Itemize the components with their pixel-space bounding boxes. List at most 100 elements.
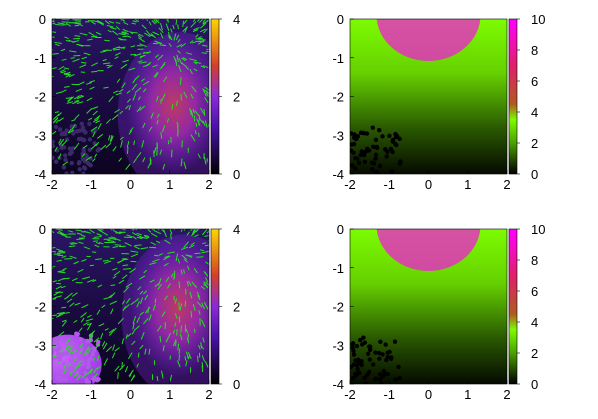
vector-arrow <box>132 316 137 324</box>
vector-arrow <box>156 325 162 332</box>
vector-arrow <box>86 314 92 318</box>
boundary-dot <box>378 376 383 382</box>
y-tick-label: -1 <box>34 51 46 66</box>
vector-arrow <box>63 67 70 70</box>
y-tick-label: 0 <box>39 12 46 27</box>
vector-arrow <box>85 318 94 322</box>
vector-arrow <box>142 122 146 129</box>
vector-arrow <box>165 276 170 283</box>
vector-arrow <box>107 64 113 69</box>
boundary-dot <box>377 356 382 361</box>
boundary-dot <box>69 150 74 155</box>
boundary-dot <box>87 121 92 126</box>
vector-arrow <box>134 244 142 247</box>
vector-arrow <box>52 265 56 268</box>
vector-arrow <box>92 279 97 283</box>
vector-arrow <box>108 95 114 103</box>
vector-arrow <box>79 32 88 36</box>
vector-arrow <box>170 233 172 240</box>
vector-arrow <box>146 229 152 233</box>
vector-arrow <box>110 284 116 286</box>
vector-arrow <box>144 229 146 230</box>
vector-arrow <box>94 244 100 248</box>
x-tick-label: 1 <box>166 177 173 192</box>
vector-arrow <box>74 302 81 306</box>
vector-arrow <box>77 19 79 20</box>
vector-arrow <box>91 106 98 110</box>
boundary-dots <box>350 335 402 384</box>
boundary-dot <box>351 352 357 357</box>
colorbar-tick-label: 0 <box>233 167 240 182</box>
vector-arrow <box>180 42 186 48</box>
vector-arrow <box>163 262 169 267</box>
vector-arrow <box>203 28 208 34</box>
vector-arrow <box>128 369 134 377</box>
boundary-dot <box>88 163 93 168</box>
vector-arrow <box>193 61 198 65</box>
vector-arrow <box>53 290 61 296</box>
vector-arrow <box>56 313 64 318</box>
vector-arrow <box>52 317 54 320</box>
vector-arrow <box>81 373 88 379</box>
vector-arrow <box>130 301 136 306</box>
vector-arrow <box>76 238 84 240</box>
vector-arrow <box>185 351 189 360</box>
vector-arrow <box>81 61 87 64</box>
vector-arrow <box>112 46 120 50</box>
boundary-dot <box>61 165 67 170</box>
vector-arrow <box>193 27 200 31</box>
vector-arrow <box>187 334 190 341</box>
vector-arrow <box>190 310 193 318</box>
vector-arrow <box>196 291 201 298</box>
vector-arrow <box>120 46 126 49</box>
vector-arrow <box>79 349 83 355</box>
boundary-dot <box>350 341 356 346</box>
boundary-dot <box>76 349 81 355</box>
vector-arrow <box>167 283 171 289</box>
boundary-dot <box>54 375 60 381</box>
boundary-dot <box>90 377 96 382</box>
y-tick-label: -2 <box>34 300 46 315</box>
vector-arrow <box>67 230 74 233</box>
vector-arrow <box>91 158 96 162</box>
vector-arrow <box>150 241 156 246</box>
vector-arrow <box>95 31 102 35</box>
boundary-dot <box>88 156 93 161</box>
vector-arrow <box>151 229 154 231</box>
vector-arrow <box>115 26 120 31</box>
boundary-dot <box>397 136 402 142</box>
vector-arrow <box>174 341 177 347</box>
boundary-dot <box>64 128 69 133</box>
boundary-dot <box>397 161 403 166</box>
vector-arrow <box>87 347 92 351</box>
vector-arrow <box>194 110 200 117</box>
y-tick-label: -1 <box>332 261 344 276</box>
vector-arrow <box>181 140 183 148</box>
vector-arrow <box>69 302 75 307</box>
colorbar-tick-label: 10 <box>531 12 545 27</box>
colorbar <box>508 228 518 385</box>
y-tick-label: 0 <box>337 12 344 27</box>
vector-arrow <box>97 123 102 130</box>
vector-arrow <box>113 237 121 242</box>
boundary-dot <box>369 160 375 165</box>
vector-arrow <box>183 229 186 231</box>
vector-arrow <box>97 133 104 139</box>
colorbar-tick-label: 0 <box>531 167 538 182</box>
vector-arrow <box>54 41 62 44</box>
vector-arrow <box>139 105 146 112</box>
vector-arrow <box>109 134 113 143</box>
y-tick-label: -1 <box>332 51 344 66</box>
boundary-dot <box>397 375 402 381</box>
vector-arrow <box>179 333 183 341</box>
vector-arrow <box>125 105 130 110</box>
y-tick-label: -2 <box>34 90 46 105</box>
vector-arrow <box>154 72 159 78</box>
vector-arrow <box>164 255 170 259</box>
boundary-dot <box>74 370 79 375</box>
vector-arrow <box>156 240 161 244</box>
colorbar-tick-label: 0 <box>531 377 538 392</box>
vector-arrow <box>106 24 114 28</box>
vector-arrow <box>202 19 207 24</box>
vector-arrow <box>190 242 196 246</box>
